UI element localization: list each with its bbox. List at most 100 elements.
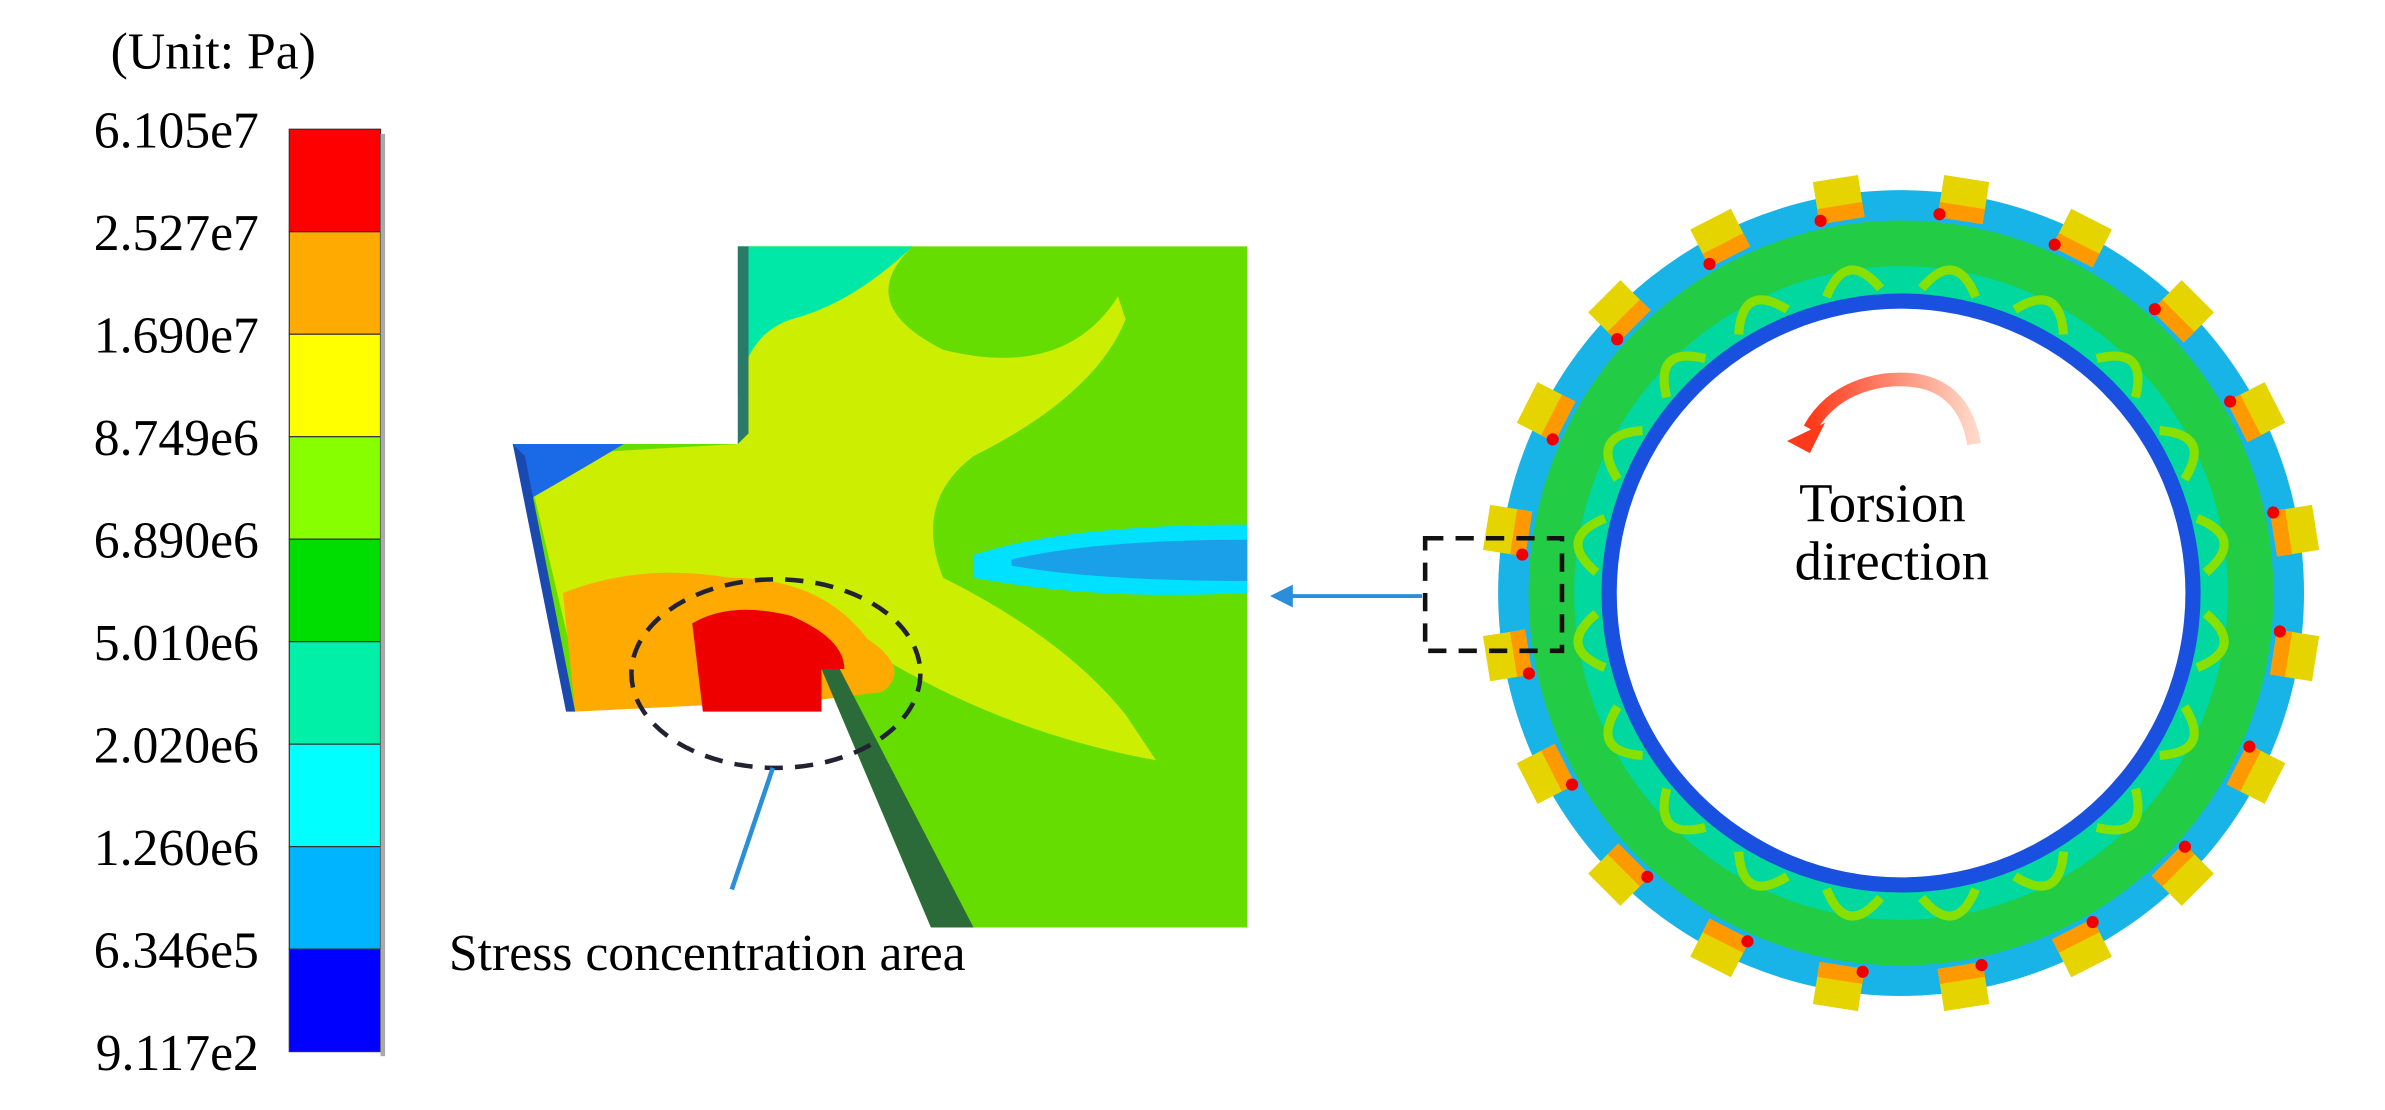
legend-level: 6.890e6 <box>94 512 259 569</box>
tooth-contour <box>1573 610 1607 672</box>
detail-side <box>821 669 974 928</box>
tooth-contour <box>1918 265 1980 299</box>
tooth-hotspot <box>2048 238 2061 251</box>
legend-band <box>288 538 382 643</box>
tooth-hotspot <box>2086 915 2099 929</box>
tooth-edge <box>1937 961 1985 985</box>
tooth-contour <box>1822 887 1885 921</box>
contour-mint <box>737 246 913 396</box>
tooth-edge <box>2151 299 2195 343</box>
tooth-hotspot <box>1814 214 1827 227</box>
torsion-arc <box>1803 372 1981 446</box>
tooth-hotspot <box>1975 959 1988 972</box>
ring-tooth <box>1690 208 1790 335</box>
tooth-contour <box>1659 351 1707 399</box>
ring-tooth <box>1516 382 1643 482</box>
tooth-edge <box>2226 394 2261 443</box>
tooth-edge <box>1510 509 1533 557</box>
legend-level: 2.527e7 <box>94 205 259 262</box>
ring-tooth <box>2159 382 2286 482</box>
detail-view <box>512 246 1248 928</box>
ring-tooth <box>2095 280 2214 399</box>
legend-band <box>288 333 382 438</box>
legend-level: 1.690e7 <box>94 307 259 364</box>
legend-level: 1.260e6 <box>94 820 259 877</box>
legend-level: 2.020e6 <box>94 717 259 774</box>
tooth-contour <box>1573 514 1607 576</box>
ring-tooth <box>2012 851 2112 978</box>
torsion-label: Torsion <box>1799 473 1965 534</box>
tooth-edge <box>1541 743 1576 792</box>
tooth-hotspot <box>2148 303 2161 316</box>
tooth-hotspot <box>1641 870 1654 883</box>
legend-level: 9.117e2 <box>96 1025 259 1082</box>
tooth-contour <box>1822 265 1885 299</box>
ring-hole <box>1616 308 2186 878</box>
ring-tooth <box>2012 208 2112 335</box>
tooth-contour <box>2095 351 2143 399</box>
tooth-edge <box>1702 233 1751 268</box>
legend-band <box>288 846 382 950</box>
tooth-hotspot <box>1522 667 1536 680</box>
tooth-edge <box>1607 299 1651 343</box>
legend-level: 6.346e5 <box>94 922 259 979</box>
torsion-label: direction <box>1795 530 1989 591</box>
tooth-contour <box>2159 704 2199 761</box>
tooth-edge <box>1607 843 1651 887</box>
leader-line <box>729 767 775 891</box>
detail-side <box>737 246 749 444</box>
legend-shadow <box>380 133 386 1057</box>
ring-view <box>1483 174 2320 1012</box>
tooth-hotspot <box>1546 433 1559 446</box>
tooth-contour <box>1734 295 1790 335</box>
tooth-hotspot <box>1516 548 1529 561</box>
tooth-edge <box>1937 201 1985 225</box>
tooth-hotspot <box>1933 208 1946 221</box>
contour-blue <box>1011 539 1248 581</box>
tooth-contour <box>1734 851 1790 891</box>
highlight-ellipse <box>629 577 923 771</box>
ring-tooth <box>1588 280 1707 399</box>
tooth-contour <box>2159 426 2199 482</box>
tooth-edge <box>2051 233 2100 268</box>
ring-tooth <box>2195 504 2320 576</box>
legend-level: 8.749e6 <box>94 410 259 467</box>
ring-tooth <box>1918 887 1990 1012</box>
tooth-edge <box>2051 918 2100 953</box>
ring-tooth <box>1918 174 1990 299</box>
tooth-contour <box>2012 851 2069 891</box>
unit-label: (Unit: Pa) <box>111 23 316 80</box>
detail-side <box>512 444 576 712</box>
tooth-body <box>1588 843 1651 906</box>
tooth-edge <box>2151 843 2195 887</box>
tooth-hotspot <box>2273 625 2286 638</box>
contour-red <box>692 609 845 712</box>
contour-blue-corner <box>512 444 624 502</box>
tooth-contour <box>2012 295 2069 335</box>
tooth-contour <box>2195 610 2229 672</box>
tooth-edge <box>1702 918 1751 953</box>
tooth-hotspot <box>2267 506 2280 519</box>
tooth-contour <box>1603 704 1643 761</box>
legend-band <box>288 948 382 1053</box>
ring-tooth <box>1588 787 1707 906</box>
tooth-edge <box>1510 629 1533 677</box>
tooth-edge <box>1817 961 1865 985</box>
legend-level: 5.010e6 <box>94 615 259 672</box>
tooth-contour <box>1603 426 1643 482</box>
ring-tooth <box>1690 851 1790 978</box>
tooth-hotspot <box>1741 935 1754 948</box>
tooth-edge <box>1541 394 1576 443</box>
ring-tooth <box>2095 787 2214 906</box>
tooth-contour <box>2095 787 2143 835</box>
tooth-body <box>2151 843 2214 906</box>
ring-tooth <box>1516 704 1643 804</box>
tooth-hotspot <box>1565 778 1579 791</box>
tooth-hotspot <box>1856 965 1869 978</box>
tooth-hotspot <box>2224 395 2237 408</box>
legend-band <box>288 231 382 335</box>
tooth-edge <box>2226 743 2261 792</box>
tooth-hotspot <box>2243 740 2256 753</box>
ring-tooth <box>1483 610 1607 682</box>
